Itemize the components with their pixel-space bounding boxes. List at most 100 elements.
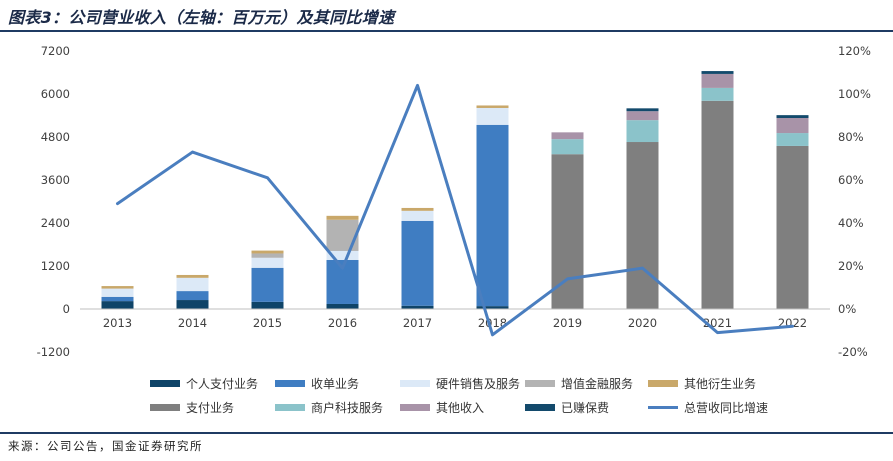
legend-item-merchant-tech: 商户科技服务	[275, 395, 400, 419]
y-right-tick-label: 80%	[838, 130, 864, 144]
bar-segment-2018-series-3	[476, 107, 509, 125]
bar-segment-2013-series-3	[101, 288, 134, 297]
bar-segment-2021-series-6	[701, 100, 734, 309]
y-left-tick-label: -1200	[37, 345, 70, 359]
legend-label: 硬件销售及服务	[436, 376, 521, 391]
legend-label: 已赚保费	[561, 400, 610, 415]
legend-label: 其他收入	[436, 400, 485, 415]
bar-segment-2020-series-7	[626, 120, 659, 143]
legend-item-value-added-finance: 增值金融服务	[525, 371, 648, 395]
bar-segment-2015-series-3	[251, 257, 284, 268]
title-underline	[0, 30, 893, 32]
x-tick-label: 2014	[178, 316, 207, 330]
bar-segment-2020-series-9	[626, 108, 659, 112]
bar-segment-2018-series-1	[476, 306, 509, 309]
stacked-bar-line-chart: 7200 6000 4800 3600 2400 1200 0 -1200 120% 100% 80…	[37, 44, 871, 359]
y-right-tick-label: -20%	[838, 345, 868, 359]
y-left-tick-label: 1200	[41, 259, 70, 273]
legend-swatch-hardware	[400, 379, 430, 387]
bar-segment-2020-series-8	[626, 111, 659, 121]
y-left-tick-label: 7200	[41, 44, 70, 58]
legend-label: 个人支付业务	[186, 376, 259, 391]
bar-segment-2020-series-6	[626, 142, 659, 309]
bar-segment-2015-series-5	[251, 250, 284, 254]
x-tick-label: 2015	[253, 316, 282, 330]
legend-item-other-income: 其他收入	[400, 395, 525, 419]
legend-swatch-growth-line	[648, 405, 678, 409]
bar-segment-2018-series-2	[476, 124, 509, 307]
y-left-tick-label: 4800	[41, 130, 70, 144]
bar-segment-2021-series-9	[701, 71, 734, 74]
bar-segment-2014-series-5	[176, 274, 209, 278]
chart-legend: 个人支付业务 收单业务 硬件销售及服务 增值金融服务 其他衍生业务 支付业务 商…	[150, 371, 771, 419]
x-tick-label: 2016	[328, 316, 357, 330]
bar-segment-2017-series-2	[401, 220, 434, 306]
bar-segment-2014-series-2	[176, 291, 209, 301]
y-left-tick-label: 2400	[41, 216, 70, 230]
bar-segment-2016-series-3	[326, 250, 359, 260]
x-tick-label: 2013	[103, 316, 132, 330]
bar-segment-2014-series-3	[176, 277, 209, 292]
x-tick-label: 2020	[628, 316, 657, 330]
bar-segment-2013-series-1	[101, 301, 134, 309]
bar-segment-2017-series-3	[401, 210, 434, 221]
legend-item-growth-line: 总营收同比增速	[648, 395, 771, 419]
legend-item-acquiring: 收单业务	[275, 371, 400, 395]
bar-segment-2013-series-2	[101, 296, 134, 302]
legend-swatch-merchant-tech	[275, 403, 305, 411]
legend-swatch-other-derivative	[648, 379, 678, 387]
legend-swatch-earned-premium	[525, 403, 555, 411]
legend-label: 商户科技服务	[311, 400, 384, 415]
legend-swatch-other-income	[400, 403, 430, 411]
legend-item-payment: 支付业务	[150, 395, 275, 419]
bar-segment-2021-series-8	[701, 73, 734, 88]
bar-segment-2022-series-6	[776, 145, 809, 309]
x-tick-label: 2017	[403, 316, 432, 330]
bar-segment-2016-series-5	[326, 215, 359, 220]
bar-segment-2017-series-5	[401, 207, 434, 211]
bar-segment-2015-series-1	[251, 301, 284, 309]
bar-segment-2022-series-8	[776, 118, 809, 134]
bar-segment-2019-series-8	[551, 132, 584, 140]
y-right-tick-label: 0%	[838, 302, 856, 316]
y-left-tick-label: 3600	[41, 173, 70, 187]
legend-label: 总营收同比增速	[684, 400, 769, 415]
y-right-tick-label: 120%	[838, 44, 871, 58]
y-right-tick-label: 60%	[838, 173, 864, 187]
y-right-tick-label: 40%	[838, 216, 864, 230]
source-note: 来源：公司公告，国金证券研究所	[8, 439, 203, 453]
bar-segment-2015-series-2	[251, 267, 284, 302]
bar-segment-2019-series-6	[551, 154, 584, 309]
legend-item-earned-premium: 已赚保费	[525, 395, 648, 419]
legend-label: 增值金融服务	[561, 376, 634, 391]
bar-segment-2014-series-1	[176, 300, 209, 309]
bar-segment-2013-series-5	[101, 286, 134, 289]
y-right-tick-label: 20%	[838, 259, 864, 273]
bar-segment-2018-series-5	[476, 105, 509, 108]
legend-label: 支付业务	[186, 400, 235, 415]
bar-segment-2016-series-4	[326, 219, 359, 251]
legend-item-other-derivative: 其他衍生业务	[648, 371, 771, 395]
source-divider	[0, 432, 893, 434]
legend-swatch-acquiring	[275, 379, 305, 387]
bar-segment-2022-series-9	[776, 115, 809, 119]
y-left-tick-label: 0	[63, 302, 70, 316]
y-right-tick-label: 100%	[838, 87, 871, 101]
bar-segment-2021-series-7	[701, 87, 734, 101]
bar-segment-2016-series-1	[326, 303, 359, 309]
bar-segment-2022-series-7	[776, 133, 809, 146]
legend-label: 收单业务	[311, 376, 360, 391]
growth-rate-line	[116, 83, 794, 337]
x-tick-label: 2018	[478, 316, 507, 330]
x-tick-label: 2019	[553, 316, 582, 330]
bar-segment-2015-series-4	[251, 253, 284, 258]
y-left-tick-label: 6000	[41, 87, 70, 101]
legend-swatch-value-added-finance	[525, 379, 555, 387]
legend-swatch-payment	[150, 403, 180, 411]
legend-item-personal-payment: 个人支付业务	[150, 371, 275, 395]
bar-segment-2019-series-7	[551, 139, 584, 155]
bar-segment-2017-series-1	[401, 305, 434, 309]
legend-item-hardware: 硬件销售及服务	[400, 371, 525, 395]
legend-swatch-personal-payment	[150, 379, 180, 387]
chart-title: 图表3：公司营业收入（左轴：百万元）及其同比增速	[8, 8, 395, 27]
